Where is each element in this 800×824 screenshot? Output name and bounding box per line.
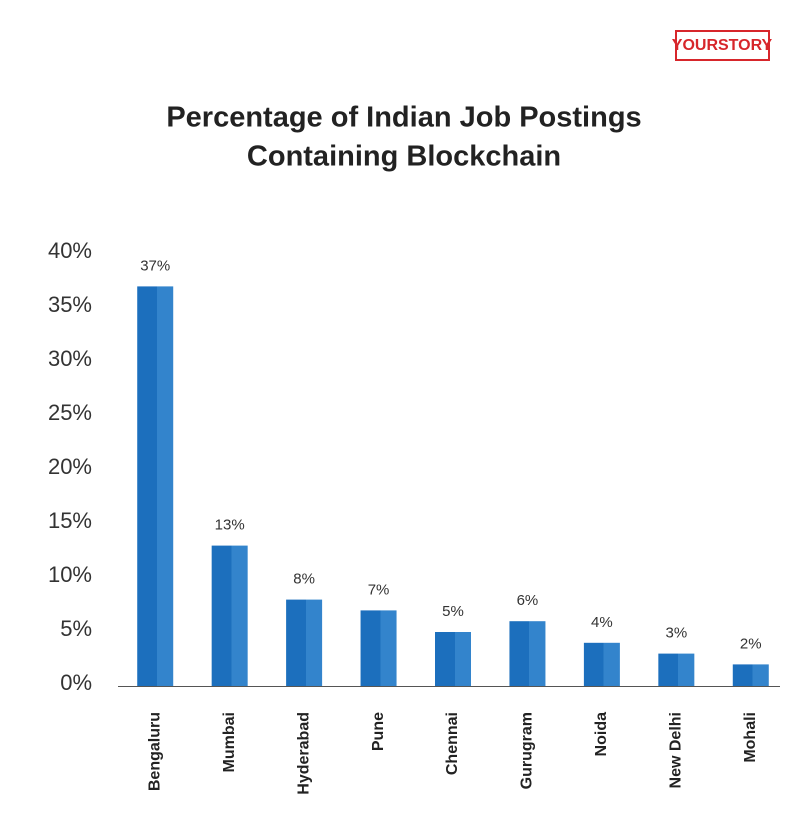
bar	[583, 642, 620, 686]
x-tick-label: Chennai	[444, 712, 461, 775]
data-label: 6%	[517, 592, 539, 609]
data-label: 13%	[215, 517, 245, 534]
x-tick-label: Noida	[593, 712, 610, 757]
bar	[509, 621, 546, 686]
data-label: 3%	[665, 625, 687, 642]
y-tick-label: 20%	[48, 454, 92, 479]
y-tick-label: 30%	[48, 346, 92, 371]
y-tick-label: 5%	[60, 616, 92, 641]
x-tick-label: Hyderabad	[295, 712, 312, 795]
bar	[732, 664, 769, 686]
data-label: 5%	[442, 603, 464, 620]
y-tick-label: 25%	[48, 400, 92, 425]
chart-title: Percentage of Indian Job Postings	[166, 102, 641, 134]
logo: YOURSTORY	[672, 37, 773, 54]
logo-box	[675, 30, 770, 61]
x-tick-label: Bengaluru	[146, 712, 163, 791]
y-tick-label: 10%	[48, 562, 92, 587]
x-tick-label: Mumbai	[221, 712, 238, 772]
x-tick-label: Pune	[370, 712, 387, 751]
bar	[286, 599, 323, 686]
data-label: 4%	[591, 614, 613, 631]
x-tick-label: Mohali	[742, 712, 759, 763]
bar	[360, 610, 397, 686]
chart-title: Containing Blockchain	[247, 141, 561, 173]
y-tick-label: 40%	[48, 238, 92, 263]
x-tick-label: Gurugram	[519, 712, 536, 789]
data-label: 8%	[293, 571, 315, 588]
y-tick-label: 0%	[60, 670, 92, 695]
bar	[658, 653, 695, 686]
data-label: 7%	[368, 581, 390, 598]
bar	[137, 286, 174, 686]
data-label: 2%	[740, 635, 762, 652]
x-tick-label: New Delhi	[668, 712, 685, 788]
bar	[435, 632, 471, 686]
data-label: 37%	[140, 257, 170, 274]
bar	[211, 545, 248, 686]
y-tick-label: 35%	[48, 292, 92, 317]
y-tick-label: 15%	[48, 508, 92, 533]
